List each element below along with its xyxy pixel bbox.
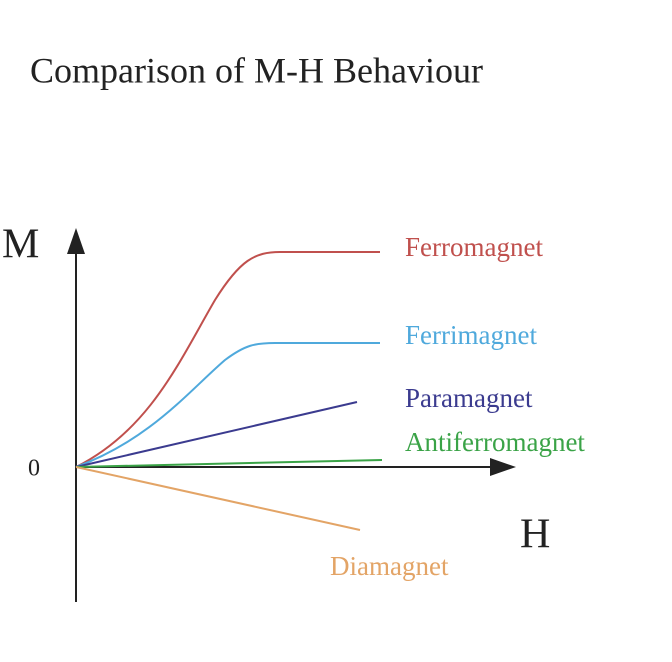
curve-label: Ferrimagnet [405, 320, 537, 350]
ferromagnet-curve [75, 251, 380, 468]
paramagnet-curve [75, 401, 358, 468]
antiferromagnet-curve [75, 459, 383, 468]
x-axis-arrow [490, 458, 516, 476]
curve-label: Diamagnet [330, 551, 449, 581]
x-axis-label: H [520, 512, 550, 558]
curve-label: Paramagnet [405, 383, 533, 413]
ferrimagnet-curve [75, 342, 380, 468]
curve-label: Antiferromagnet [405, 427, 585, 457]
title: Comparison of M-H Behaviour [30, 50, 483, 90]
y-axis-label: M [2, 222, 39, 268]
y-axis-arrow [67, 228, 85, 254]
curve-label: Ferromagnet [405, 232, 543, 262]
origin-label: 0 [28, 456, 40, 482]
diamagnet-curve [75, 466, 361, 531]
